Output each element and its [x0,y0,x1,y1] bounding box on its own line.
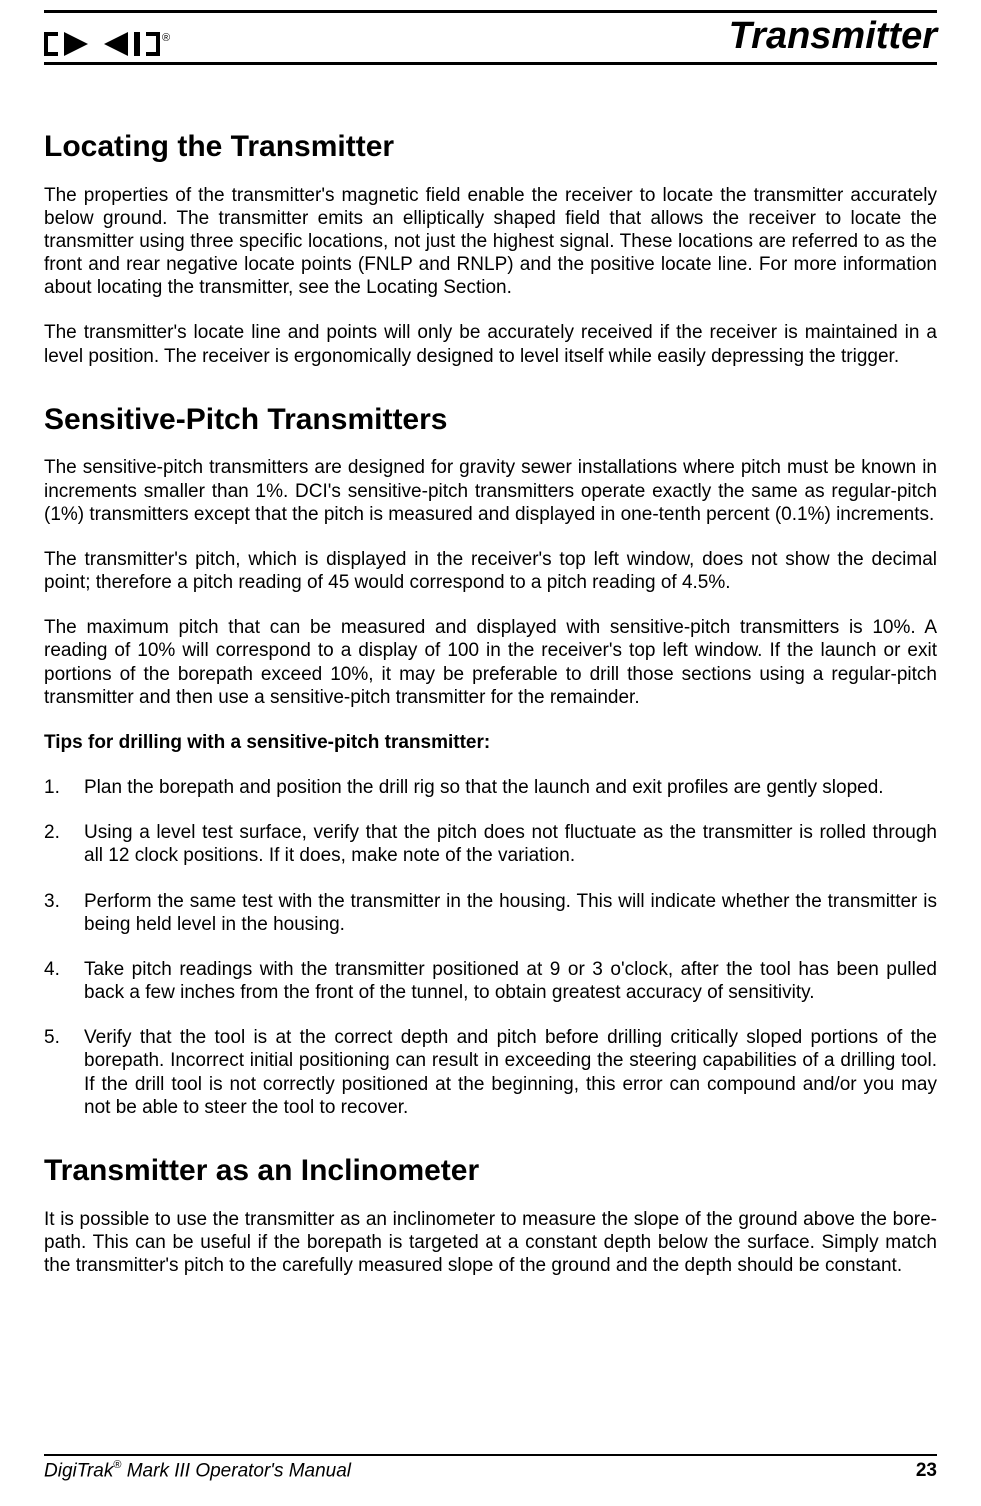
footer-manual-title: DigiTrak® Mark III Operator's Manual [44,1460,351,1482]
heading-sensitive-pitch-transmitters: Sensitive-Pitch Transmitters [44,402,937,439]
page-header: ® Transmitter [44,13,937,65]
footer-prefix: DigiTrak [44,1460,113,1481]
list-item: Verify that the tool is at the correct d… [44,1026,937,1119]
para: The transmitter's locate line and points… [44,321,937,367]
footer-suffix: Mark III Operator's Manual [121,1460,351,1481]
para: The sensitive-pitch transmitters are des… [44,456,937,526]
para: It is possible to use the transmitter as… [44,1208,937,1278]
page-content: Locating the Transmitter The properties … [44,65,937,1277]
list-item: Take pitch readings with the transmitter… [44,958,937,1004]
list-item: Using a level test surface, verify that … [44,821,937,867]
page-footer: DigiTrak® Mark III Operator's Manual 23 [44,1454,937,1482]
heading-locating-the-transmitter: Locating the Transmitter [44,129,937,166]
footer-registered-mark: ® [113,1459,121,1471]
dci-logo-mark [44,30,160,58]
list-item: Perform the same test with the transmitt… [44,890,937,936]
para: The properties of the transmitter's magn… [44,184,937,300]
page-number: 23 [916,1460,937,1482]
header-title: Transmitter [729,15,937,58]
heading-transmitter-as-an-inclinometer: Transmitter as an Inclinometer [44,1153,937,1190]
registered-mark: ® [162,32,170,44]
para: The transmitter's pitch, which is displa… [44,548,937,594]
tips-heading: Tips for drilling with a sensitive-pitch… [44,731,937,754]
dci-logo: ® [44,30,168,58]
para: The maximum pitch that can be measured a… [44,616,937,709]
tips-list: Plan the borepath and position the drill… [44,776,937,1119]
list-item: Plan the borepath and position the drill… [44,776,937,799]
